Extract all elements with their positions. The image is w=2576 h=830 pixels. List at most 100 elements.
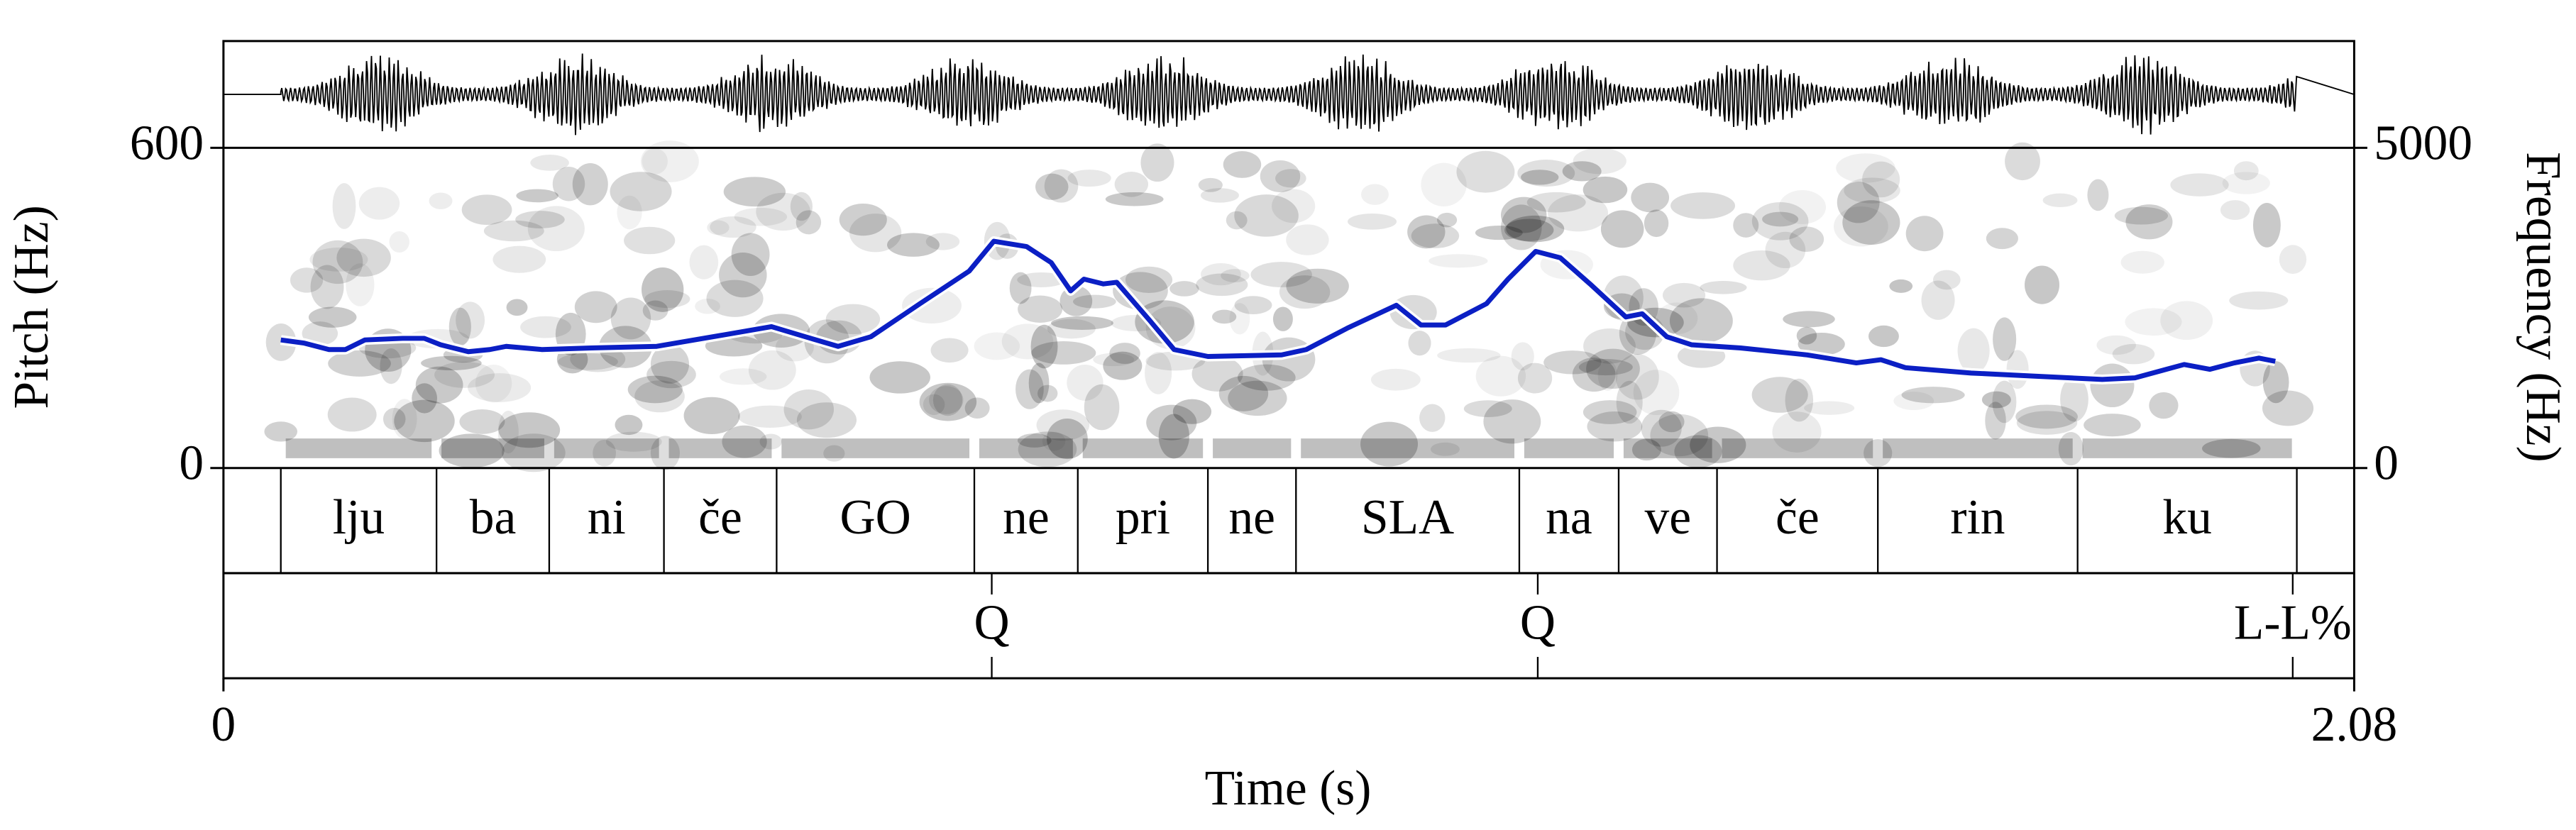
spectral-energy — [759, 433, 782, 450]
spectral-energy — [483, 220, 544, 242]
spectral-energy — [1644, 209, 1669, 238]
spectral-energy — [1587, 411, 1643, 442]
spectral-energy — [290, 267, 324, 293]
spectral-energy — [781, 438, 970, 458]
syllable-label: če — [1776, 490, 1820, 545]
spectral-energy — [2252, 202, 2281, 248]
spectral-energy — [1047, 319, 1096, 339]
spectral-energy — [1234, 194, 1299, 237]
spectral-energy — [1765, 231, 1806, 269]
spectral-energy — [336, 238, 391, 277]
spectral-energy — [1586, 348, 1640, 389]
spectrogram — [264, 140, 2314, 472]
syllable-label: ku — [2162, 490, 2211, 545]
spectral-energy — [2060, 377, 2088, 422]
spectral-energy — [1548, 194, 1609, 232]
spectral-energy — [1275, 169, 1306, 188]
spectral-energy — [1526, 192, 1586, 213]
x-tick-label: 2.08 — [2311, 697, 2398, 752]
spectral-energy — [308, 306, 357, 328]
spectral-energy — [2262, 361, 2289, 404]
spectral-energy — [497, 410, 519, 454]
spectral-energy — [642, 267, 684, 312]
spectral-energy — [1783, 311, 1835, 328]
spectral-energy — [1200, 188, 1239, 203]
spectral-energy — [1237, 364, 1296, 391]
spectral-energy — [2112, 343, 2155, 365]
spectral-energy — [642, 300, 668, 321]
spectral-energy — [1798, 333, 1845, 356]
spectral-energy — [706, 280, 764, 317]
spectral-energy — [285, 438, 432, 458]
spectral-energy — [1796, 326, 1817, 345]
spectral-energy — [1067, 170, 1111, 187]
spectral-energy — [1198, 177, 1223, 192]
spectral-energy — [825, 304, 881, 335]
spectral-energy — [650, 344, 690, 384]
spectral-energy — [1135, 300, 1194, 344]
spectral-energy — [439, 433, 505, 468]
spectral-energy — [1036, 409, 1090, 441]
spectral-energy — [1583, 328, 1636, 364]
spectral-energy — [1583, 400, 1637, 424]
spectral-energy — [615, 414, 643, 436]
spectral-energy — [1616, 380, 1643, 424]
spectral-energy — [572, 163, 608, 206]
spectral-energy — [498, 412, 561, 448]
spectral-energy — [1475, 226, 1523, 240]
spectral-energy — [421, 355, 482, 371]
spectral-energy — [1158, 414, 1189, 459]
spectral-energy — [1051, 316, 1113, 330]
spectral-energy — [1778, 190, 1827, 224]
spectral-energy — [932, 384, 963, 416]
spectral-energy — [1751, 201, 1809, 240]
spectral-energy — [1674, 435, 1722, 468]
spectral-energy — [919, 382, 977, 421]
spectral-energy — [1370, 368, 1421, 391]
spectral-energy — [1483, 399, 1541, 444]
spectral-energy — [710, 216, 756, 238]
spectral-energy — [1109, 343, 1140, 365]
spectral-energy — [796, 210, 822, 235]
waveform — [223, 53, 2355, 135]
tone-label: L-L% — [2234, 595, 2352, 650]
spectral-energy — [1517, 160, 1575, 187]
spectral-energy — [2262, 390, 2314, 426]
syllable-label: ba — [470, 490, 517, 545]
spectral-energy — [1992, 380, 2017, 424]
spectral-energy — [668, 438, 772, 458]
spectral-energy — [756, 192, 811, 231]
spectral-energy — [2201, 438, 2261, 458]
spectral-energy — [1172, 399, 1212, 424]
spectral-energy — [1421, 162, 1467, 207]
spectral-energy — [429, 192, 453, 209]
spectral-energy — [1429, 254, 1488, 268]
spectral-energy — [1272, 306, 1293, 331]
spectral-energy — [475, 364, 512, 403]
spectral-energy — [1623, 438, 1712, 458]
spectral-energy — [1690, 426, 1746, 463]
spectral-energy — [468, 373, 532, 402]
syllable-label: če — [698, 490, 742, 545]
spectral-energy — [1084, 384, 1120, 431]
spectral-energy — [1631, 182, 1670, 213]
spectral-energy — [1615, 354, 1659, 400]
spectral-energy — [1037, 384, 1058, 402]
spectral-energy — [328, 350, 391, 377]
spectral-energy — [642, 148, 668, 175]
spectral-energy — [2087, 179, 2109, 211]
spectral-energy — [1223, 151, 1262, 178]
spectral-energy — [1001, 323, 1054, 360]
spectral-energy — [1145, 306, 1196, 350]
spectral-energy — [1862, 161, 1900, 198]
spectral-energy — [1633, 370, 1680, 416]
spectral-energy — [1650, 414, 1709, 457]
spectral-energy — [695, 298, 720, 314]
spectral-energy — [516, 189, 558, 203]
spectral-energy — [434, 361, 495, 388]
spectral-energy — [1883, 438, 2073, 458]
spectral-energy — [558, 353, 618, 370]
x-axis-label: Time (s) — [1205, 761, 1372, 816]
spectral-energy — [1146, 404, 1197, 441]
spectral-energy — [1785, 378, 1814, 422]
